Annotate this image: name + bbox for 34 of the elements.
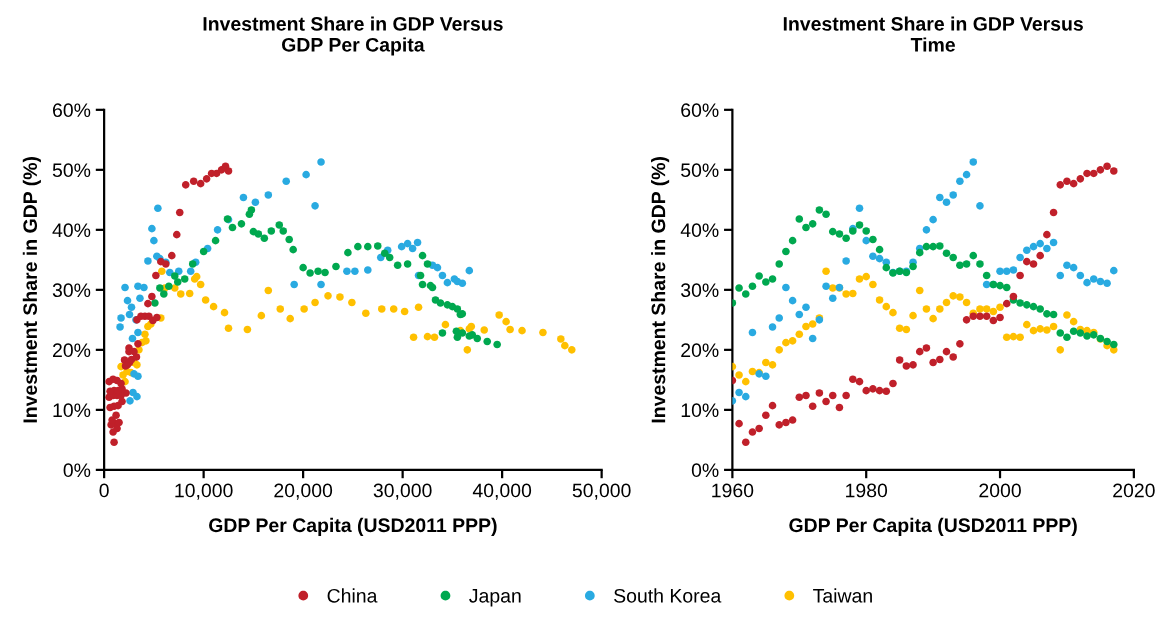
x-tick-label: 1960 <box>712 483 754 498</box>
y-tick-label: 0% <box>63 463 91 478</box>
y-tick-label: 30% <box>52 283 91 298</box>
x-axis-title: GDP Per Capita (USD2011 PPP) <box>789 517 1077 536</box>
legend-label: South Korea <box>614 588 722 603</box>
legend-label: Taiwan <box>813 588 872 603</box>
chart-title: Investment Share in GDP Versus Time <box>783 16 1083 52</box>
y-tick-label: 20% <box>681 343 719 358</box>
legend-label: Japan <box>469 589 521 607</box>
y-tick-label: 40% <box>52 223 91 238</box>
chart-title: Investment Share in GDP Versus GDP Per Capita <box>203 16 503 56</box>
x-tick-label: 50,000 <box>572 483 631 500</box>
y-tick-label: 20% <box>53 343 91 358</box>
y-axis-title: Investment Share in GDP (%) <box>651 157 670 423</box>
x-tick-label: 0 <box>99 483 109 498</box>
y-tick-label: 60% <box>681 103 719 118</box>
x-tick-label: 2000 <box>979 483 1021 498</box>
y-tick-label: 50% <box>681 163 719 178</box>
x-tick-label: 10,000 <box>175 483 233 500</box>
y-tick-label: 30% <box>681 283 719 298</box>
legend-label: China <box>327 588 378 603</box>
x-tick-label: 1980 <box>846 483 888 498</box>
x-tick-label: 30,000 <box>373 483 432 500</box>
y-tick-label: 10% <box>53 403 91 418</box>
y-tick-label: 60% <box>53 103 91 118</box>
x-axis-title: GDP Per Capita (USD2011 PPP) <box>209 517 497 536</box>
y-tick-label: 0% <box>691 463 719 478</box>
x-tick-label: 20,000 <box>274 483 333 500</box>
x-tick-label: 2020 <box>1113 483 1155 498</box>
x-tick-label: 40,000 <box>472 483 532 500</box>
y-axis-title: Investment Share in GDP (%) <box>22 157 41 423</box>
y-tick-label: 50% <box>52 163 91 178</box>
y-tick-label: 40% <box>680 223 719 238</box>
y-tick-label: 10% <box>681 403 719 418</box>
